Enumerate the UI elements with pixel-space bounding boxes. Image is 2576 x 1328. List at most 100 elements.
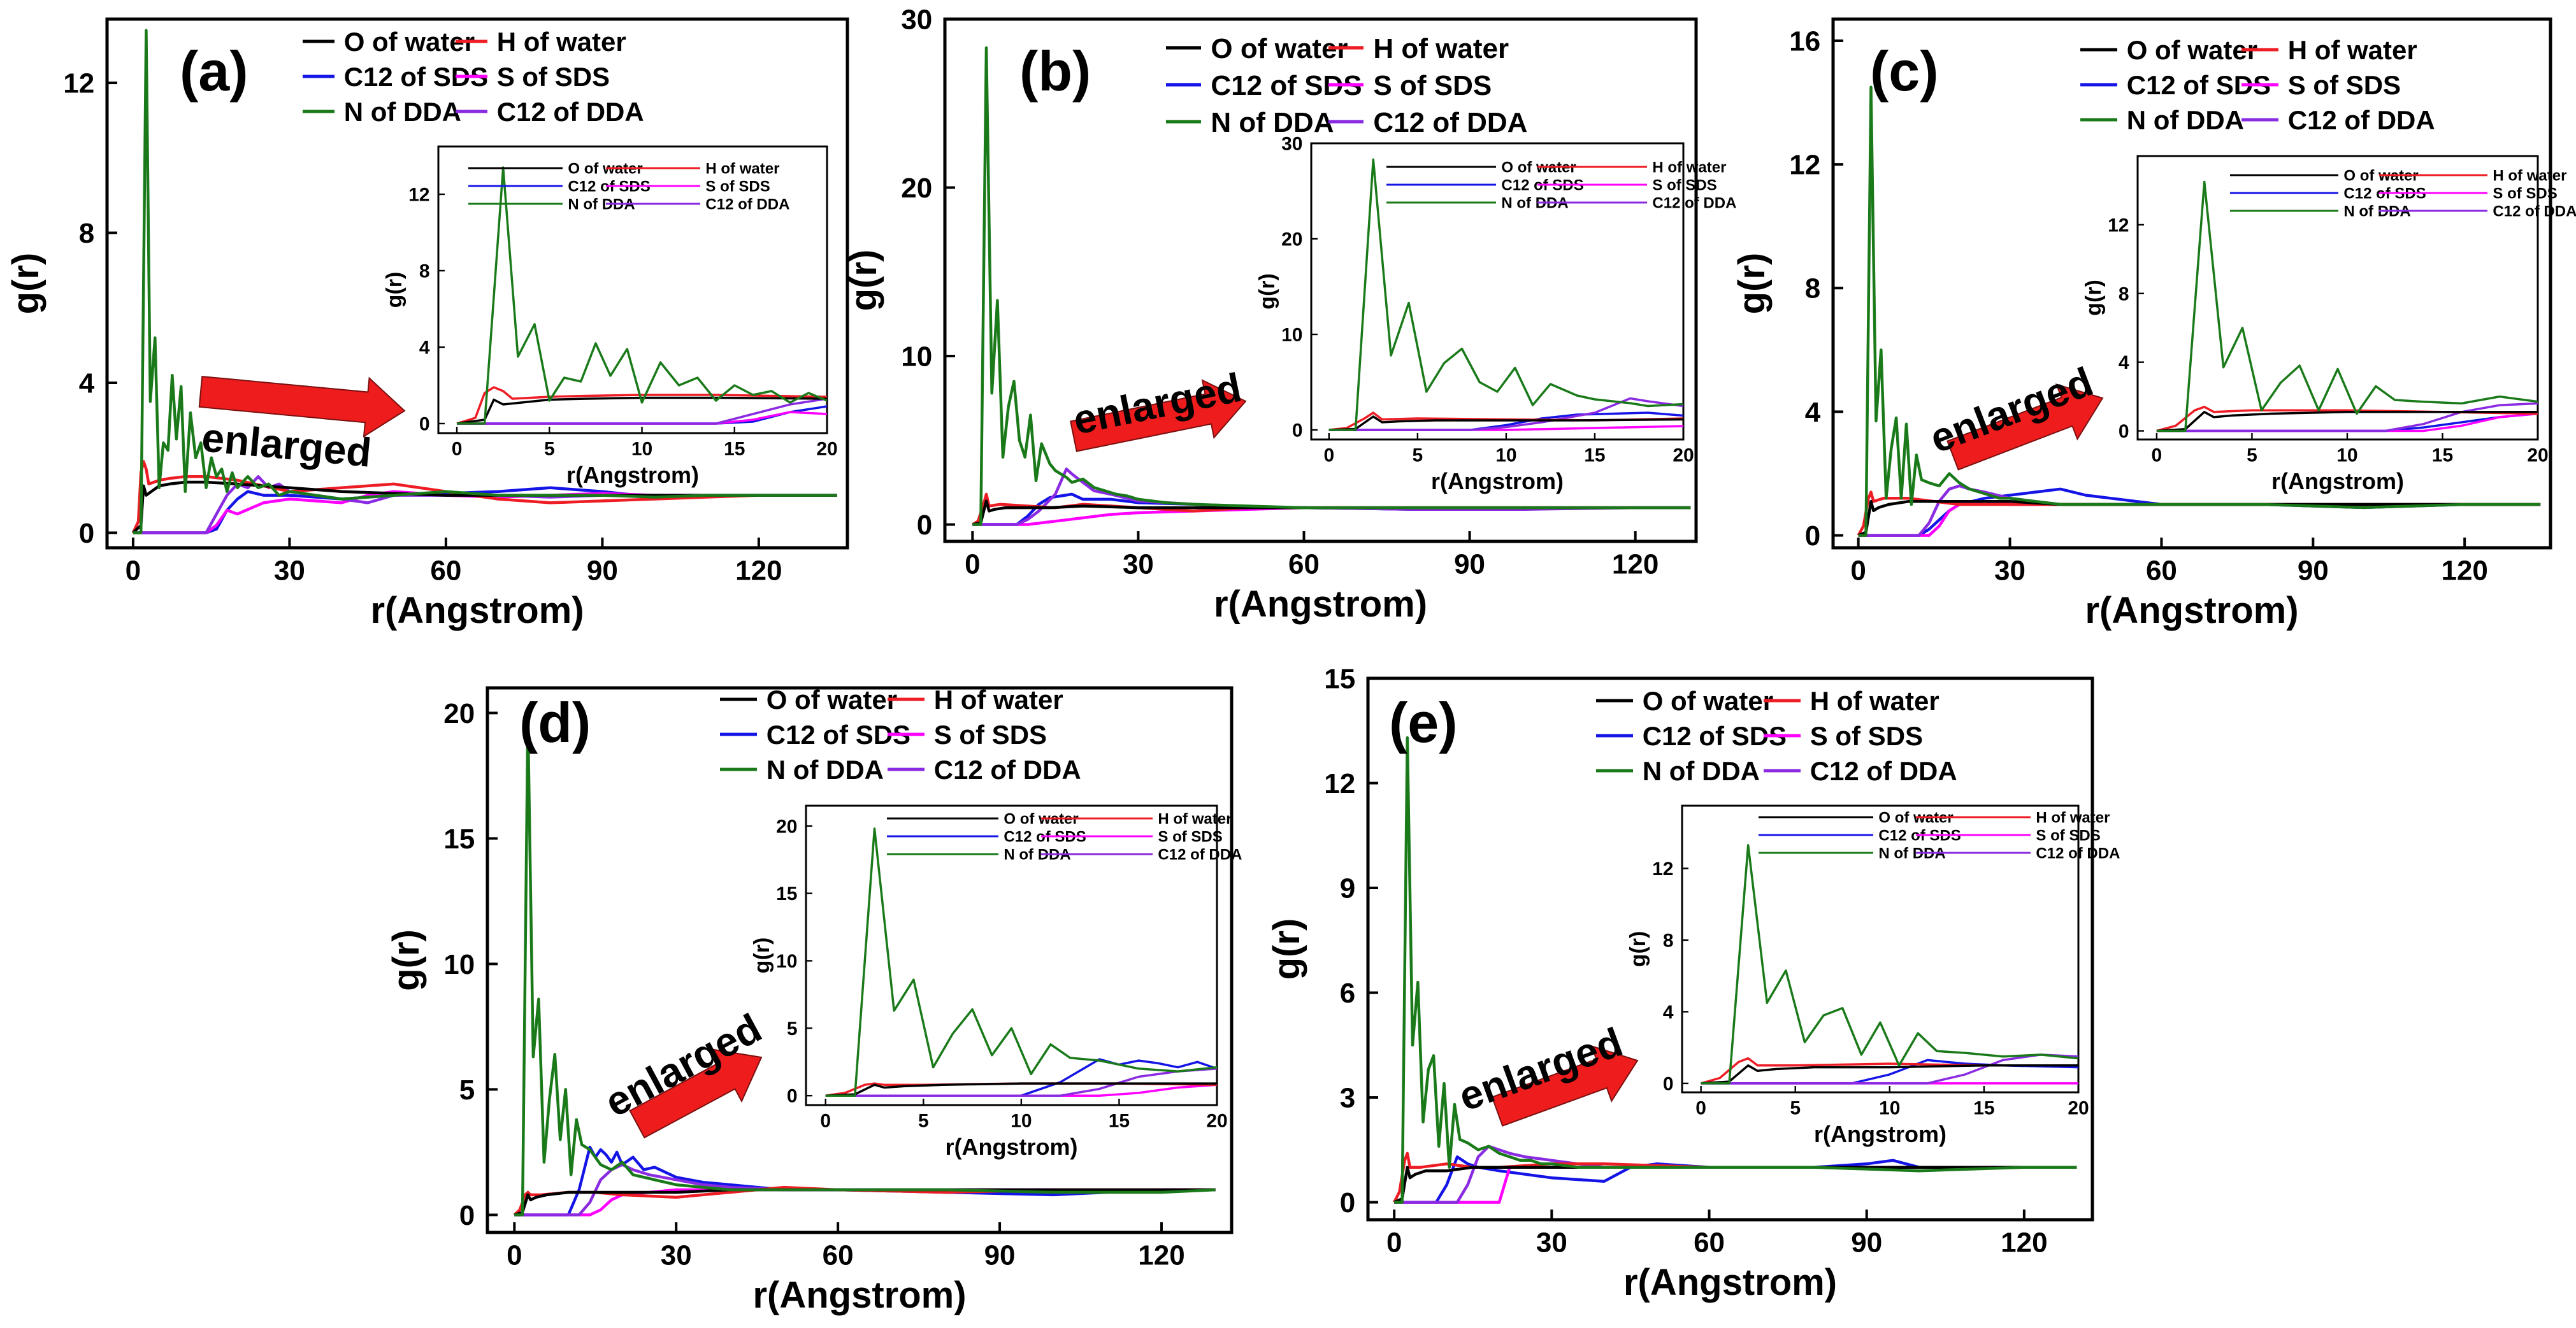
panel-b-main-series-n-of-dda <box>972 46 1691 526</box>
panel-a-main-legend-label-n-of-dda: N of DDA <box>344 97 461 127</box>
panel-a-main-x-tick-label: 120 <box>735 555 782 587</box>
panel-b-enlarged-arrow <box>1070 379 1247 452</box>
panel-d-arrow-shape <box>629 1048 763 1139</box>
panel-a-main-x-tick-label: 60 <box>430 555 461 587</box>
panel-c-inset-x-axis-title: r(Angstrom) <box>2271 468 2404 494</box>
panel-b-inset-series-c12-of-dda <box>1328 397 1683 431</box>
panel-b-main-legend-label-h-of-water: H of water <box>1373 33 1509 64</box>
panel-b-inset-background <box>1311 143 1683 439</box>
panel-a-main-y-tick-label: 4 <box>79 368 95 399</box>
panel-c-main-series-n-of-dda <box>1858 85 2541 537</box>
panel-e-main-x-tick-label: 0 <box>1386 1227 1402 1259</box>
panel-e-inset-legend-label-h-of-water: H of water <box>2036 810 2110 827</box>
panel-e-main-legend-label-o-of-water: O of water <box>1643 686 1773 716</box>
panel-a-main-series-n-of-dda <box>133 29 837 534</box>
panel-d-inset-y-tick-label: 5 <box>787 1018 798 1039</box>
panel-c-main-series-o-of-water <box>1857 499 2541 537</box>
panel-a-inset-legend-label-s-of-sds: S of SDS <box>705 178 770 196</box>
panel-e-inset-x-axis-title: r(Angstrom) <box>1814 1121 1946 1147</box>
panel-e-label: (e) <box>1389 691 1458 754</box>
panel-c-main-legend-label-c12-of-dda: C12 of DDA <box>2288 105 2435 135</box>
panel-b-inset-y-tick-label: 0 <box>1292 420 1303 441</box>
panel-c-inset-y-tick-label: 0 <box>2119 421 2129 442</box>
panel-b-y-axis-title: g(r) <box>843 250 884 311</box>
panel-d-main-x-tick-label: 30 <box>661 1240 692 1271</box>
panel-b-main-y-tick-label: 0 <box>917 510 932 541</box>
panel-d-label: (d) <box>519 691 591 754</box>
panel-b-inset-legend-label-h-of-water: H of water <box>1652 159 1726 176</box>
panel-a-inset-plot-frame <box>437 145 828 434</box>
panel-e-main-y-tick-label: 12 <box>1324 768 1355 799</box>
panel-a-inset-x-tick-label: 0 <box>452 439 463 460</box>
panel-c-y-axis-title: g(r) <box>1731 253 1773 315</box>
panel-a-x-axis-title: r(Angstrom) <box>370 590 584 631</box>
panel-c-inset-legend-label-c12-of-dda: C12 of DDA <box>2493 203 2576 220</box>
panel-c-main-series-h-of-water <box>1857 490 2541 536</box>
panel-b-main-legend-label-c12-of-dda: C12 of DDA <box>1373 107 1527 138</box>
panel-e-main-series-c12-of-dda <box>1394 1145 2077 1204</box>
panel-a-label: (a) <box>180 39 248 103</box>
panel-a-inset-x-axis-title: r(Angstrom) <box>566 462 699 488</box>
panel-c-inset-x-tick-label: 5 <box>2247 445 2257 466</box>
panel-e-inset-y-tick-label: 12 <box>1652 859 1673 880</box>
panel-b-inset-y-tick-label: 20 <box>1281 229 1302 250</box>
panel-a-main-plot-frame <box>105 17 849 550</box>
panel-c-inset-series-c12-of-dda <box>2156 402 2538 432</box>
panel-e-inset-x-tick-label: 5 <box>1790 1098 1801 1119</box>
panel-d-inset-series-o-of-water <box>825 1082 1217 1097</box>
panel-b-label: (b) <box>1019 39 1091 103</box>
panel-a-main-legend-label-c12-of-dda: C12 of DDA <box>497 97 644 127</box>
panel-a-inset-x-tick-label: 15 <box>724 439 745 460</box>
panel-d-inset-y-tick-label: 15 <box>776 883 797 904</box>
panel-a-inset-y-tick-label: 4 <box>419 338 430 359</box>
panel-e-main-x-tick-label: 60 <box>1694 1227 1725 1259</box>
panel-c-main-y-tick-label: 8 <box>1805 273 1820 304</box>
panel-d-main-legend-label-n-of-dda: N of DDA <box>766 755 884 785</box>
panel-d-main-series-c12-of-sds <box>514 1145 1216 1217</box>
panel-b-main-x-tick-label: 120 <box>1612 549 1659 580</box>
panel-a-main-legend-label-s-of-sds: S of SDS <box>497 62 610 92</box>
panel-d-inset-legend-label-h-of-water: H of water <box>1158 811 1232 828</box>
panel-b-inset-x-axis-title: r(Angstrom) <box>1431 468 1564 494</box>
panel-c-inset-background <box>2138 156 2538 439</box>
panel-e-main-legend-label-h-of-water: H of water <box>1810 686 1939 716</box>
panel-a-main-x-tick-label: 0 <box>126 555 141 587</box>
panel-b-inset-x-tick-label: 0 <box>1323 445 1334 466</box>
panel-e-inset-x-tick-label: 10 <box>1879 1098 1900 1119</box>
panel-c-main-legend-label-s-of-sds: S of SDS <box>2288 70 2401 100</box>
panel-a-y-axis-title: g(r) <box>5 253 47 315</box>
panel-c-main-y-tick-label: 12 <box>1789 150 1820 181</box>
panel-b-x-axis-title: r(Angstrom) <box>1214 583 1427 625</box>
panel-c-inset-y-tick-label: 8 <box>2119 283 2129 304</box>
panel-d-inset-x-tick-label: 20 <box>1206 1111 1227 1132</box>
panel-d-main-legend-label-c12-of-sds: C12 of SDS <box>766 720 910 750</box>
panel-e-inset-y-axis-title: g(r) <box>1626 931 1650 967</box>
panel-c-inset-legend-label-s-of-sds: S of SDS <box>2493 185 2557 203</box>
panel-a-main-y-tick-label: 8 <box>79 218 94 249</box>
panel-e-main-x-tick-label: 90 <box>1851 1227 1882 1259</box>
panel-e-inset-legend-label-s-of-sds: S of SDS <box>2036 827 2100 845</box>
panel-e-main-series-c12-of-sds <box>1394 1155 2077 1204</box>
panel-c-inset-y-tick-label: 12 <box>2108 215 2129 236</box>
panel-e-inset-x-tick-label: 20 <box>2068 1098 2089 1119</box>
panel-d-inset-legend-label-c12-of-dda: C12 of DDA <box>1158 846 1242 864</box>
panel-e-inset-series-h-of-water <box>1701 1057 2078 1085</box>
panel-c-main-y-tick-label: 16 <box>1789 25 1820 57</box>
panel-a-main-legend-label-o-of-water: O of water <box>344 27 475 57</box>
panel-c-main-series-c12-of-dda <box>1858 484 2541 537</box>
panel-e-main-plot-frame <box>1366 676 2094 1222</box>
panel-e-main-y-tick-label: 0 <box>1340 1187 1355 1218</box>
panel-b-inset-series-n-of-dda <box>1328 158 1683 431</box>
panel-d-main-x-tick-label: 120 <box>1138 1240 1184 1271</box>
panel-a-inset-series-o-of-water <box>456 396 827 425</box>
panel-b-inset-x-tick-label: 5 <box>1413 445 1423 466</box>
panel-e-main-series-s-of-sds <box>1394 1166 2077 1204</box>
panel-c-main-x-tick-label: 90 <box>2298 555 2329 587</box>
panel-e-main-series-h-of-water <box>1393 1152 2077 1203</box>
panel-e-main-y-tick-label: 6 <box>1340 978 1355 1009</box>
panel-a-enlarged-arrow <box>198 376 406 438</box>
panel-e-main-legend-label-s-of-sds: S of SDS <box>1810 721 1923 751</box>
panel-a-inset-series-c12-of-dda <box>457 397 827 425</box>
